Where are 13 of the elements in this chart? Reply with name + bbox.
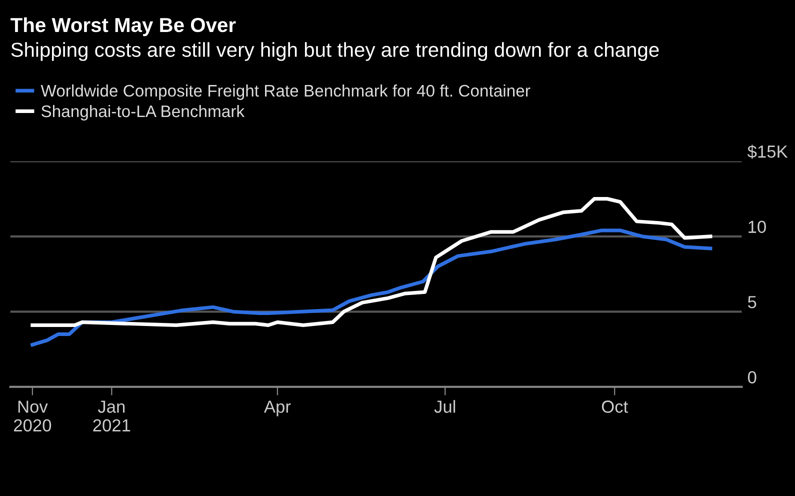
x-tick-label: Jan 2021 xyxy=(93,400,130,432)
legend-label: Shanghai-to-LA Benchmark xyxy=(41,104,245,121)
chart-subtitle: Shipping costs are still very high but they are trending down for a change xyxy=(11,42,659,61)
chart-title: The Worst May Be Over xyxy=(10,17,236,36)
x-tick-label: Apr xyxy=(264,400,291,416)
x-tick-label: Oct xyxy=(602,400,628,413)
y-tick-label: $15K xyxy=(747,144,788,159)
y-tick-label: 5 xyxy=(748,296,756,308)
legend-label: Worldwide Composite Freight Rate Benchmark for 40 ft. Container xyxy=(40,84,530,100)
y-tick-label: 10 xyxy=(748,220,766,233)
y-tick-label: 0 xyxy=(748,371,756,384)
x-tick-label: Nov 2020 xyxy=(14,400,52,432)
x-tick-label: Jul xyxy=(434,400,456,413)
